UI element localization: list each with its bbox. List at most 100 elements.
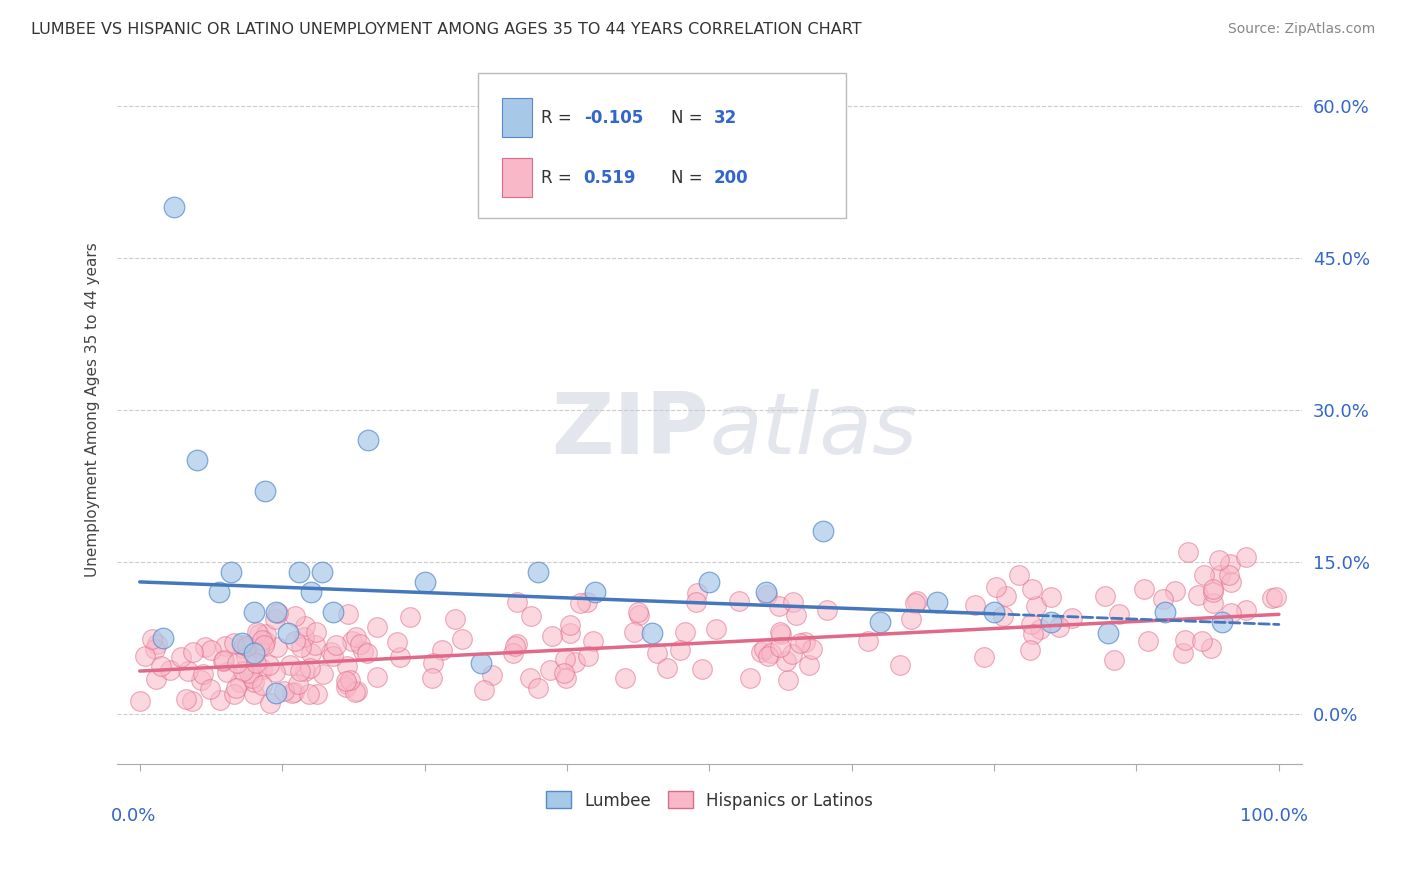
- Point: [1062, 610, 1084, 624]
- Point: [904, 596, 927, 610]
- Point: [247, 640, 270, 655]
- Point: [614, 671, 637, 685]
- Point: [236, 639, 259, 653]
- Point: [263, 665, 285, 680]
- Point: [789, 636, 811, 650]
- Point: [858, 633, 880, 648]
- Point: [541, 629, 564, 643]
- Point: [451, 632, 474, 646]
- Point: [253, 638, 276, 652]
- Point: [281, 686, 304, 700]
- Text: N =: N =: [672, 109, 709, 127]
- Point: [163, 200, 186, 214]
- Point: [356, 433, 378, 447]
- Point: [208, 585, 231, 599]
- Point: [335, 680, 357, 694]
- Point: [1047, 619, 1070, 633]
- Point: [198, 682, 221, 697]
- Point: [145, 672, 167, 686]
- Point: [793, 634, 815, 648]
- Point: [344, 630, 367, 644]
- Point: [337, 607, 360, 622]
- Point: [697, 574, 720, 589]
- Point: [645, 646, 668, 660]
- Point: [335, 674, 357, 689]
- Point: [388, 649, 411, 664]
- Point: [247, 640, 270, 654]
- Legend: Lumbee, Hispanics or Latinos: Lumbee, Hispanics or Latinos: [538, 785, 880, 816]
- Point: [1261, 591, 1284, 606]
- Point: [212, 654, 235, 668]
- Point: [519, 671, 541, 685]
- Point: [673, 625, 696, 640]
- Point: [785, 607, 807, 622]
- Point: [506, 637, 529, 651]
- Point: [502, 646, 524, 660]
- Point: [252, 662, 274, 676]
- Point: [1154, 605, 1177, 619]
- Point: [325, 638, 347, 652]
- Point: [1108, 607, 1130, 621]
- Point: [278, 658, 301, 673]
- Point: [756, 648, 779, 663]
- Point: [273, 684, 295, 698]
- Point: [655, 661, 678, 675]
- Text: Source: ZipAtlas.com: Source: ZipAtlas.com: [1227, 22, 1375, 37]
- Point: [984, 580, 1007, 594]
- Point: [505, 640, 527, 654]
- Point: [538, 663, 561, 677]
- Point: [1218, 567, 1240, 582]
- Point: [756, 588, 779, 602]
- Point: [149, 658, 172, 673]
- Point: [1025, 599, 1047, 613]
- Point: [215, 665, 238, 679]
- Point: [1236, 550, 1258, 565]
- Point: [209, 692, 232, 706]
- Point: [288, 565, 311, 579]
- Point: [266, 605, 288, 619]
- Point: [704, 622, 727, 636]
- Point: [801, 641, 824, 656]
- Point: [336, 677, 359, 691]
- Point: [1265, 590, 1288, 604]
- Bar: [502, 158, 531, 197]
- Point: [299, 646, 322, 660]
- Point: [685, 586, 707, 600]
- Point: [1152, 592, 1174, 607]
- Point: [1199, 641, 1222, 656]
- Point: [768, 599, 790, 614]
- Point: [444, 611, 467, 625]
- Text: R =: R =: [541, 109, 576, 127]
- Bar: [502, 98, 531, 136]
- Point: [245, 656, 267, 670]
- Point: [1022, 627, 1045, 641]
- Point: [232, 664, 254, 678]
- Point: [769, 640, 792, 655]
- Point: [288, 664, 311, 678]
- Point: [366, 670, 388, 684]
- Point: [994, 589, 1017, 603]
- Point: [352, 644, 374, 658]
- Point: [319, 645, 342, 659]
- Point: [159, 663, 181, 677]
- Point: [1097, 625, 1119, 640]
- Point: [1164, 583, 1187, 598]
- Point: [420, 671, 443, 685]
- Point: [797, 658, 820, 673]
- Point: [413, 574, 436, 589]
- Point: [290, 640, 312, 654]
- Point: [225, 656, 247, 670]
- Point: [228, 674, 250, 689]
- Point: [749, 645, 772, 659]
- Text: 100.0%: 100.0%: [1240, 807, 1308, 825]
- Point: [299, 585, 322, 599]
- Point: [1202, 585, 1225, 599]
- Point: [254, 626, 277, 640]
- Point: [305, 624, 328, 639]
- Point: [231, 636, 253, 650]
- Point: [1219, 558, 1241, 572]
- Point: [430, 643, 453, 657]
- Point: [344, 684, 367, 698]
- Point: [385, 634, 408, 648]
- Point: [775, 654, 797, 668]
